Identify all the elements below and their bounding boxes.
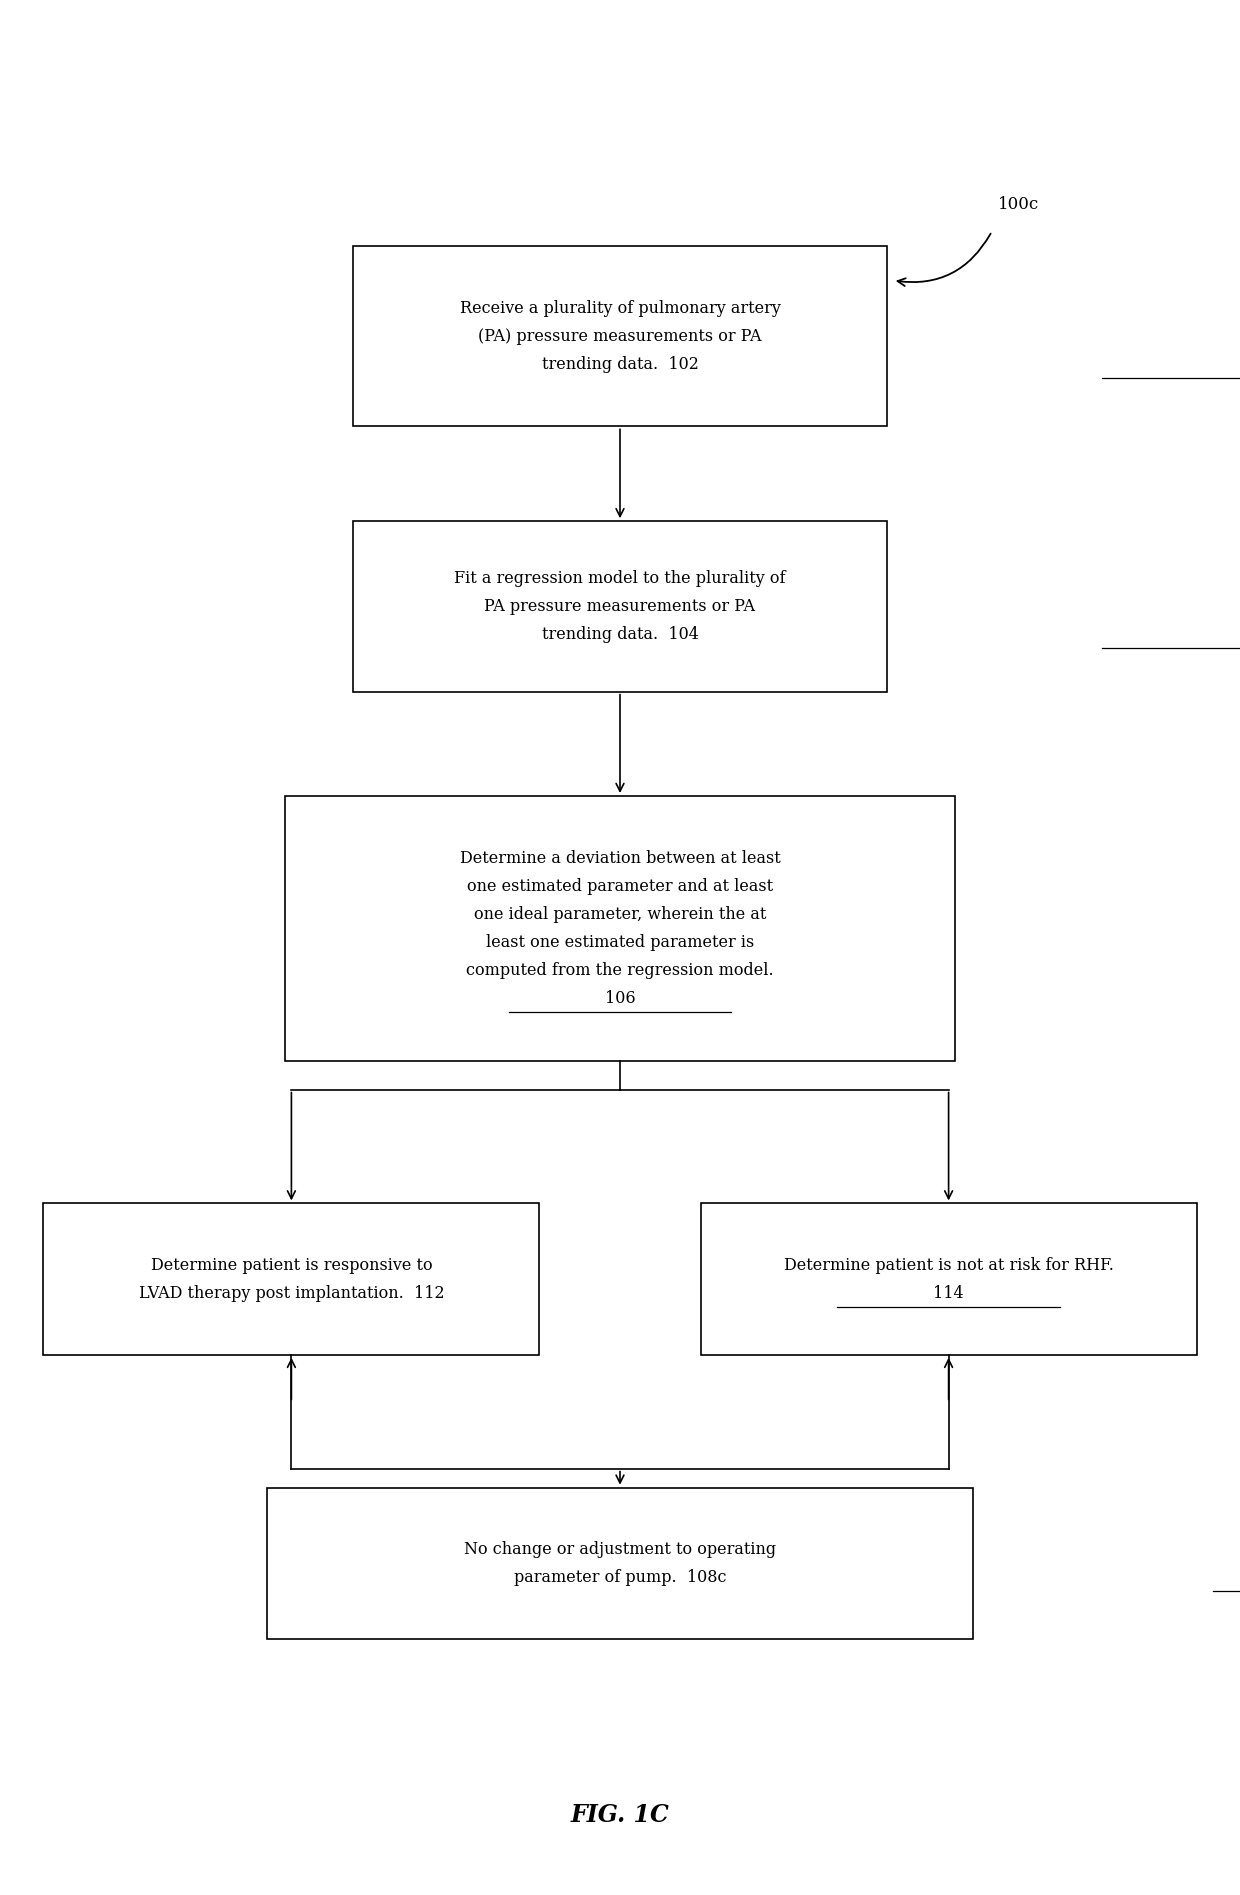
Text: Determine patient is not at risk for RHF.: Determine patient is not at risk for RHF… bbox=[784, 1256, 1114, 1273]
Text: parameter of pump.  108c: parameter of pump. 108c bbox=[513, 1569, 727, 1586]
Text: computed from the regression model.: computed from the regression model. bbox=[466, 963, 774, 980]
Bar bbox=[267, 1488, 973, 1639]
Text: No change or adjustment to operating: No change or adjustment to operating bbox=[464, 1541, 776, 1558]
Bar bbox=[353, 246, 887, 426]
Bar bbox=[353, 521, 887, 692]
Text: Receive a plurality of pulmonary artery: Receive a plurality of pulmonary artery bbox=[460, 299, 780, 316]
Text: (PA) pressure measurements or PA: (PA) pressure measurements or PA bbox=[479, 328, 761, 345]
Text: Determine a deviation between at least: Determine a deviation between at least bbox=[460, 851, 780, 866]
Text: 100c: 100c bbox=[998, 197, 1039, 212]
Bar bbox=[43, 1203, 539, 1355]
Text: 114: 114 bbox=[934, 1285, 963, 1302]
Text: one ideal parameter, wherein the at: one ideal parameter, wherein the at bbox=[474, 906, 766, 923]
Text: FIG. 1C: FIG. 1C bbox=[570, 1804, 670, 1827]
Bar bbox=[285, 796, 955, 1061]
Text: trending data.  104: trending data. 104 bbox=[542, 625, 698, 642]
Text: one estimated parameter and at least: one estimated parameter and at least bbox=[467, 877, 773, 894]
Text: Fit a regression model to the plurality of: Fit a regression model to the plurality … bbox=[454, 570, 786, 587]
FancyArrowPatch shape bbox=[898, 233, 991, 286]
Text: LVAD therapy post implantation.  112: LVAD therapy post implantation. 112 bbox=[139, 1285, 444, 1302]
Text: PA pressure measurements or PA: PA pressure measurements or PA bbox=[485, 599, 755, 614]
Text: trending data.  102: trending data. 102 bbox=[542, 356, 698, 373]
Text: Determine patient is responsive to: Determine patient is responsive to bbox=[150, 1256, 433, 1273]
Bar bbox=[701, 1203, 1197, 1355]
Text: least one estimated parameter is: least one estimated parameter is bbox=[486, 934, 754, 951]
Text: 106: 106 bbox=[605, 991, 635, 1006]
